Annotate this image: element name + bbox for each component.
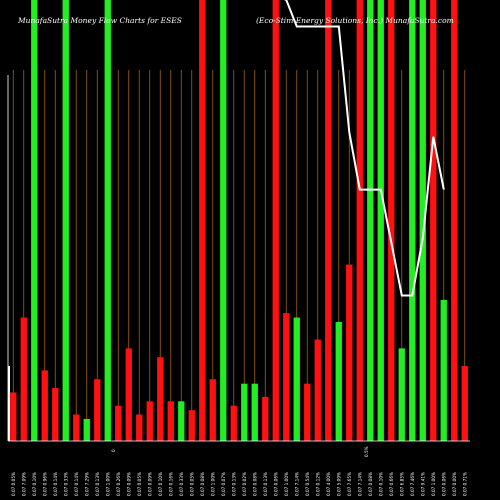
x-tick-label: 0.07 0.71% bbox=[462, 472, 467, 496]
x-tick-label: 0.07 0.14% bbox=[53, 472, 58, 496]
x-mid-mark: 0.5% bbox=[364, 446, 369, 457]
x-tick-label: 0.07 1.00% bbox=[210, 472, 215, 496]
x-tick-label: 0.07 0.10% bbox=[158, 472, 163, 496]
x-tick-label: 0.07 0.14% bbox=[74, 472, 79, 496]
bar-up bbox=[104, 0, 111, 441]
bar-down bbox=[41, 370, 48, 441]
x-tick-label: 0.07 0.13% bbox=[95, 472, 100, 496]
x-tick-label: 0.07 6.85% bbox=[399, 472, 404, 496]
bar-down bbox=[451, 0, 458, 441]
x-tick-label: 0.07 0.10% bbox=[378, 472, 383, 496]
x-tick-label: 0.07 0.02% bbox=[242, 472, 247, 496]
x-tick-label: 0.07 0.10% bbox=[32, 472, 37, 496]
x-tick-label: 0.07 1.00% bbox=[105, 472, 110, 496]
bar-up bbox=[241, 383, 248, 441]
x-tick-label: 0.07 0.33% bbox=[179, 472, 184, 496]
x-tick-labels: 0.07 0.05% 0.07 7.09% 0.07 0.10% 0.07 0.96%… bbox=[11, 472, 468, 496]
x-tick-label: 0.07 0.06% bbox=[441, 472, 446, 496]
x-tick-label: 0.07 0.13% bbox=[263, 472, 268, 496]
bar-down bbox=[52, 388, 59, 441]
bar-layer bbox=[10, 0, 468, 441]
bar-up bbox=[178, 401, 185, 441]
bar-up bbox=[409, 0, 416, 441]
bar-up bbox=[377, 0, 384, 441]
bar-down bbox=[20, 317, 27, 441]
bar-down bbox=[115, 405, 122, 441]
x-tick-label: 0.07 9.41% bbox=[420, 472, 425, 496]
x-tick-label: 0.07 7.14% bbox=[357, 472, 362, 496]
bar-up bbox=[83, 418, 90, 441]
x-tick-label: 0.07 4.00% bbox=[326, 472, 331, 496]
x-tick-label: 0.07 0.33% bbox=[63, 472, 68, 496]
x-tick-label: 0.07 0.96% bbox=[42, 472, 47, 496]
bar-up bbox=[398, 348, 405, 441]
bar-down bbox=[73, 414, 80, 441]
x-tick-label: 0.07 0.13% bbox=[231, 472, 236, 496]
x-tick-label: 0.07 0.66% bbox=[389, 472, 394, 496]
bar-up bbox=[251, 383, 258, 441]
price-line-layer bbox=[8, 0, 445, 441]
x-tick-label: 0.07 0.05% bbox=[189, 472, 194, 496]
bar-down bbox=[209, 379, 216, 441]
x-tick-label: 0.07 0.06% bbox=[273, 472, 278, 496]
x-tick-label: 0.07 7.09% bbox=[21, 472, 26, 496]
bar-down bbox=[325, 0, 332, 441]
bar-down bbox=[125, 348, 132, 441]
x-tick-label: 0.07 0.16% bbox=[168, 472, 173, 496]
bar-up bbox=[293, 317, 300, 441]
bar-down bbox=[94, 379, 101, 441]
x-tick-label: 0.07 7.14% bbox=[294, 472, 299, 496]
bar-down bbox=[346, 264, 353, 441]
x-tick-label: 0.07 0.12% bbox=[315, 472, 320, 496]
bar-down bbox=[188, 410, 195, 441]
x-tick-label: 0.07 7.46% bbox=[410, 472, 415, 496]
x-tick-label: 0.07 0.09% bbox=[126, 472, 131, 496]
bar-down bbox=[272, 0, 279, 441]
x-tick-label: 0.07 5.09% bbox=[336, 472, 341, 496]
grid-layer bbox=[12, 70, 466, 441]
x-mid-marks: 0 0.5% bbox=[111, 446, 369, 457]
bar-up bbox=[31, 0, 38, 441]
x-tick-label: 0.07 0.08% bbox=[252, 472, 257, 496]
bar-up bbox=[62, 0, 69, 441]
bar-down bbox=[167, 401, 174, 441]
x-mid-mark: 0 bbox=[111, 449, 116, 452]
bar-up bbox=[367, 0, 374, 441]
x-tick-label: 0.07 0.26% bbox=[116, 472, 121, 496]
x-tick-label: 0.07 0.07% bbox=[221, 472, 226, 496]
x-tick-label: 0.07 7.29% bbox=[84, 472, 89, 496]
bar-down bbox=[230, 405, 237, 441]
bar-down bbox=[430, 0, 437, 441]
x-tick-label: 0.07 0.05% bbox=[137, 472, 142, 496]
bar-down bbox=[146, 401, 153, 441]
x-tick-label: 0.07 0.08% bbox=[368, 472, 373, 496]
bar-down bbox=[388, 0, 395, 441]
bar-down bbox=[283, 313, 290, 441]
bar-up bbox=[440, 299, 447, 441]
chart-title-left: MunafaSutra Money Flow Charts for ESES bbox=[17, 16, 182, 25]
bar-down bbox=[157, 357, 164, 441]
x-tick-label: 0.07 1.00% bbox=[284, 472, 289, 496]
x-tick-label: 0.07 1.00% bbox=[431, 472, 436, 496]
bar-down bbox=[461, 366, 468, 441]
bar-down bbox=[356, 0, 363, 441]
bar-down bbox=[304, 383, 311, 441]
bar-up bbox=[220, 0, 227, 441]
bar-up bbox=[419, 0, 426, 441]
bar-up bbox=[335, 321, 342, 441]
x-tick-label: 0.07 0.00% bbox=[452, 472, 457, 496]
x-tick-label: 0.07 0.08% bbox=[200, 472, 205, 496]
bar-down bbox=[314, 339, 321, 441]
chart-title-right: (Eco-Stim Energy Solutions, Inc.) Munafa… bbox=[256, 16, 454, 25]
price-line bbox=[283, 0, 445, 297]
x-tick-label: 0.07 0.54% bbox=[305, 472, 310, 496]
bar-down bbox=[136, 414, 143, 441]
x-tick-label: 0.07 0.09% bbox=[147, 472, 152, 496]
x-tick-label: 0.07 0.05% bbox=[11, 472, 16, 496]
bar-down bbox=[262, 396, 269, 441]
bar-down bbox=[10, 392, 17, 441]
bar-down bbox=[199, 0, 206, 441]
x-tick-label: 0.07 7.65% bbox=[347, 472, 352, 496]
